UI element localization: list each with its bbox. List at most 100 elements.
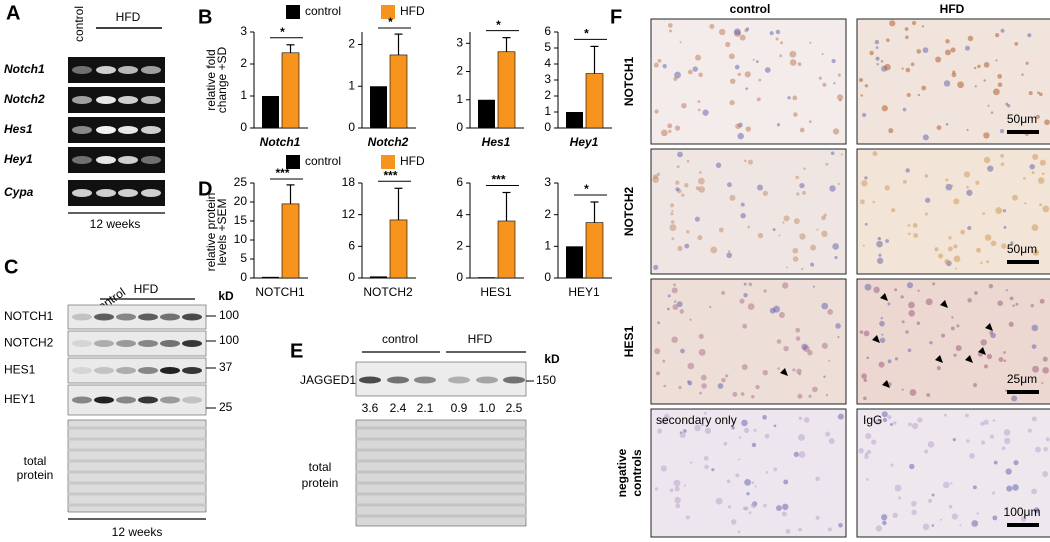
tissue-texture — [960, 229, 966, 235]
tissue-texture — [765, 471, 769, 474]
tissue-texture — [948, 236, 952, 240]
tissue-texture — [798, 416, 803, 420]
tissue-texture — [752, 58, 755, 61]
tissue-texture — [792, 256, 799, 262]
tissue-texture — [992, 491, 996, 495]
blot-band — [160, 367, 180, 374]
tissue-texture — [698, 333, 704, 339]
arrowhead — [985, 323, 993, 331]
tissue-texture — [763, 503, 767, 508]
tissue-texture — [756, 184, 764, 191]
tissue-texture — [825, 162, 829, 166]
tissue-texture — [911, 509, 917, 516]
tissue-texture — [831, 58, 836, 64]
tissue-texture — [874, 418, 882, 426]
y-tick-label: 0 — [240, 120, 247, 134]
y-tick-label: 2 — [544, 207, 551, 221]
image-label: IgG — [863, 413, 882, 427]
y-tick-label: 1 — [544, 239, 551, 253]
tissue-texture — [670, 212, 674, 216]
tissue-texture — [1001, 446, 1006, 451]
tissue-texture — [799, 127, 805, 133]
tissue-texture — [963, 171, 971, 178]
tissue-texture — [796, 368, 802, 375]
tissue-texture — [1038, 92, 1043, 97]
significance-label: * — [584, 27, 589, 41]
blot-band — [414, 376, 436, 384]
tissue-texture — [876, 63, 879, 66]
tissue-texture — [966, 189, 973, 196]
tissue-texture — [872, 200, 876, 204]
tissue-texture — [881, 333, 884, 336]
gene-label: Notch2 — [4, 92, 45, 106]
bar — [281, 52, 300, 129]
tissue-texture — [1000, 162, 1005, 167]
y-tick-label: 12 — [342, 207, 356, 221]
tissue-texture — [922, 523, 930, 531]
tissue-texture — [882, 417, 888, 423]
gene-label: Cypa — [4, 185, 34, 199]
scale-bar — [1007, 523, 1039, 527]
blot-band — [448, 376, 470, 384]
category-label: HEY1 — [568, 285, 600, 299]
y-tick-label: 2 — [544, 88, 551, 102]
tissue-texture — [821, 342, 828, 349]
tissue-texture — [924, 212, 929, 216]
tissue-texture — [675, 187, 680, 192]
tissue-texture — [966, 439, 970, 443]
tissue-texture — [892, 512, 898, 519]
blot-band — [138, 340, 158, 347]
tissue-texture — [812, 285, 815, 288]
tissue-texture — [889, 422, 893, 426]
tissue-texture — [992, 88, 1000, 96]
tissue-texture — [945, 183, 953, 191]
tissue-texture — [864, 176, 868, 180]
tissue-texture — [1039, 298, 1045, 304]
tissue-texture — [977, 64, 981, 69]
gel-band — [96, 96, 116, 104]
tissue-texture — [818, 76, 822, 80]
tissue-texture — [815, 476, 820, 482]
tissue-texture — [981, 440, 986, 445]
tissue-texture — [1002, 209, 1006, 213]
tissue-texture — [983, 79, 986, 82]
gel-band — [141, 96, 161, 104]
tissue-texture — [739, 298, 745, 304]
tissue-texture — [1012, 484, 1019, 491]
tissue-texture — [828, 359, 831, 362]
tissue-texture — [1037, 91, 1040, 95]
tissue-texture — [832, 128, 840, 135]
tissue-texture — [789, 50, 797, 58]
tissue-texture — [655, 371, 660, 376]
tissue-texture — [680, 348, 685, 354]
blot-band — [359, 376, 381, 384]
blot-band — [72, 313, 92, 321]
histology-image — [650, 148, 847, 275]
tissue-texture — [669, 29, 672, 33]
tissue-texture — [837, 73, 841, 77]
tissue-texture — [780, 41, 784, 45]
blot-band — [94, 396, 114, 404]
tissue-texture — [1031, 344, 1037, 349]
legend-swatch — [381, 155, 395, 169]
tissue-texture — [729, 194, 736, 201]
y-axis-label: change +SD — [215, 46, 229, 113]
tissue-texture — [891, 208, 896, 213]
tissue-texture — [974, 85, 978, 88]
tissue-texture — [943, 80, 951, 87]
tissue-texture — [860, 199, 865, 205]
tissue-texture — [1015, 302, 1019, 306]
tissue-texture — [1025, 61, 1029, 65]
tissue-texture — [924, 174, 929, 178]
tissue-texture — [935, 56, 942, 63]
tissue-texture — [945, 39, 950, 44]
bar — [370, 276, 387, 278]
tissue-texture — [654, 109, 659, 114]
blot-band — [138, 367, 158, 374]
tissue-texture — [876, 257, 884, 264]
tissue-texture — [922, 47, 929, 53]
panel-letter: D — [198, 178, 212, 200]
tissue-texture — [906, 282, 914, 289]
category-label: Notch2 — [368, 135, 409, 149]
tissue-texture — [792, 95, 798, 101]
